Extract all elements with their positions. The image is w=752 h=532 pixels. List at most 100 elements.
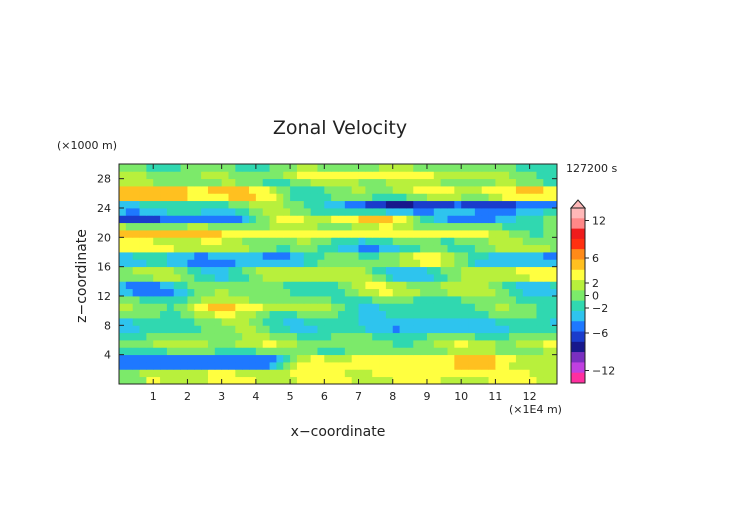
heatmap-cell <box>481 171 489 180</box>
heatmap-cell <box>543 222 551 231</box>
heatmap-cell <box>187 369 195 378</box>
heatmap-cell <box>132 222 140 231</box>
heatmap-cell <box>269 178 277 187</box>
heatmap-cell <box>502 296 510 304</box>
heatmap-cell <box>317 259 325 268</box>
heatmap-cell <box>495 200 503 209</box>
heatmap-cell <box>255 340 264 348</box>
heatmap-cell <box>488 325 496 334</box>
heatmap-cell <box>132 178 140 187</box>
heatmap-cell <box>317 244 325 253</box>
heatmap-cell <box>413 362 421 370</box>
heatmap-cell <box>290 376 298 385</box>
heatmap-cell <box>119 215 127 224</box>
heatmap-cell <box>324 252 332 260</box>
heatmap-cell <box>447 362 455 370</box>
heatmap-cell <box>522 332 531 341</box>
heatmap-cell <box>194 215 202 224</box>
heatmap-cell <box>495 310 503 319</box>
heatmap-cell <box>132 296 140 304</box>
heatmap-cell <box>125 288 134 297</box>
heatmap-cell <box>338 303 346 312</box>
heatmap-cell <box>454 208 462 216</box>
heatmap-cell <box>262 347 270 356</box>
heatmap-cell <box>173 376 181 385</box>
heatmap-cell <box>468 281 476 290</box>
heatmap-cell <box>125 215 134 224</box>
heatmap-cell <box>372 193 380 202</box>
heatmap-cell <box>180 215 188 224</box>
y-axis-label: z−coordinate <box>74 229 90 323</box>
heatmap-cell <box>146 266 154 275</box>
heatmap-cell <box>331 164 339 172</box>
heatmap-cell <box>461 244 469 253</box>
heatmap-cell <box>242 186 250 194</box>
heatmap-cell <box>454 340 462 348</box>
heatmap-cell <box>385 252 394 260</box>
heatmap-cell <box>509 274 517 282</box>
heatmap-cell <box>420 288 428 297</box>
heatmap-cell <box>522 244 531 253</box>
heatmap-cell <box>413 244 421 253</box>
heatmap-cell <box>488 362 496 370</box>
heatmap-cell <box>433 200 442 209</box>
colorbar-segment <box>571 341 585 353</box>
heatmap-cell <box>207 193 216 202</box>
heatmap-cell <box>207 186 216 194</box>
heatmap-cell <box>242 288 250 297</box>
heatmap-cell <box>331 376 339 385</box>
heatmap-cell <box>290 369 298 378</box>
y-tick-label: 28 <box>97 173 111 186</box>
heatmap-cell <box>440 215 448 224</box>
heatmap-cell <box>550 230 558 238</box>
heatmap-cell <box>509 230 517 238</box>
heatmap-cell <box>324 244 332 253</box>
heatmap-cell <box>392 259 400 268</box>
heatmap-cell <box>235 376 243 385</box>
heatmap-cell <box>338 296 346 304</box>
heatmap-cell <box>201 252 209 260</box>
heatmap-cell <box>502 193 510 202</box>
heatmap-cell <box>242 296 250 304</box>
heatmap-cell <box>454 230 462 238</box>
heatmap-cell <box>125 325 134 334</box>
heatmap-cell <box>173 362 181 370</box>
heatmap-cell <box>207 200 216 209</box>
heatmap-cell <box>153 186 161 194</box>
heatmap-cell <box>509 259 517 268</box>
heatmap-cell <box>249 288 257 297</box>
heatmap-cell <box>207 281 216 290</box>
x-tick-label: 1 <box>150 390 157 403</box>
heatmap-cell <box>351 274 359 282</box>
heatmap-cell <box>550 208 558 216</box>
heatmap-cell <box>303 266 312 275</box>
heatmap-cell <box>221 171 229 180</box>
heatmap-cell <box>255 281 264 290</box>
heatmap-cell <box>194 208 202 216</box>
heatmap-cell <box>447 369 455 378</box>
heatmap-cell <box>522 252 531 260</box>
heatmap-cell <box>515 259 524 268</box>
heatmap-cell <box>187 310 195 319</box>
heatmap-cell <box>372 362 380 370</box>
heatmap-cell <box>331 259 339 268</box>
heatmap-cell <box>331 230 339 238</box>
heatmap-cell <box>420 193 428 202</box>
heatmap-cell <box>221 259 229 268</box>
heatmap-cell <box>488 318 496 326</box>
heatmap-cell <box>317 208 325 216</box>
heatmap-cell <box>276 318 284 326</box>
heatmap-cell <box>426 310 435 319</box>
heatmap-cell <box>509 215 517 224</box>
heatmap-cell <box>351 376 359 385</box>
heatmap-cell <box>160 303 168 312</box>
heatmap-cell <box>146 164 154 172</box>
heatmap-cell <box>461 303 469 312</box>
heatmap-cell <box>351 266 359 275</box>
heatmap-cell <box>173 222 181 231</box>
heatmap-cell <box>228 354 236 363</box>
heatmap-cell <box>536 237 544 246</box>
heatmap-cell <box>433 303 442 312</box>
heatmap-cell <box>160 274 168 282</box>
